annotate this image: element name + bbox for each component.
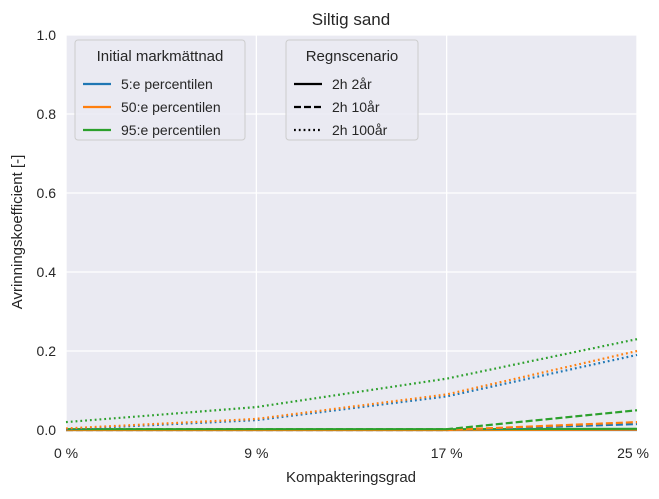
x-tick-label: 25 % — [617, 445, 649, 461]
legend-entry-label: 2h 2år — [332, 76, 372, 92]
legend: Initial markmättnad 5:e percentilen 50:e p… — [75, 40, 245, 140]
legend-title: Regnscenario — [306, 48, 399, 65]
legend-entry-label: 95:e percentilen — [121, 122, 221, 138]
legend-entry-label: 2h 10år — [332, 99, 380, 115]
y-tick-label: 0.6 — [37, 185, 57, 201]
chart-title: Siltig sand — [312, 10, 390, 29]
legend-entry-label: 50:e percentilen — [121, 99, 221, 115]
y-axis-label: Avrinningskoefficient [-] — [9, 155, 26, 310]
y-tick-label: 0.8 — [37, 106, 57, 122]
y-tick-label: 0.4 — [37, 264, 57, 280]
legend-entry-label: 2h 100år — [332, 122, 388, 138]
legend-title: Initial markmättnad — [97, 48, 224, 65]
x-tick-label: 0 % — [54, 445, 78, 461]
y-tick-label: 0.2 — [37, 343, 57, 359]
y-tick-label: 0.0 — [37, 422, 57, 438]
x-tick-label: 9 % — [244, 445, 268, 461]
x-tick-label: 17 % — [431, 445, 463, 461]
legend: Regnscenario 2h 2år 2h 10år 2h 100år — [286, 40, 418, 140]
x-axis-label: Kompakteringsgrad — [286, 469, 416, 486]
legend-entry-label: 5:e percentilen — [121, 76, 213, 92]
y-tick-label: 1.0 — [37, 27, 57, 43]
